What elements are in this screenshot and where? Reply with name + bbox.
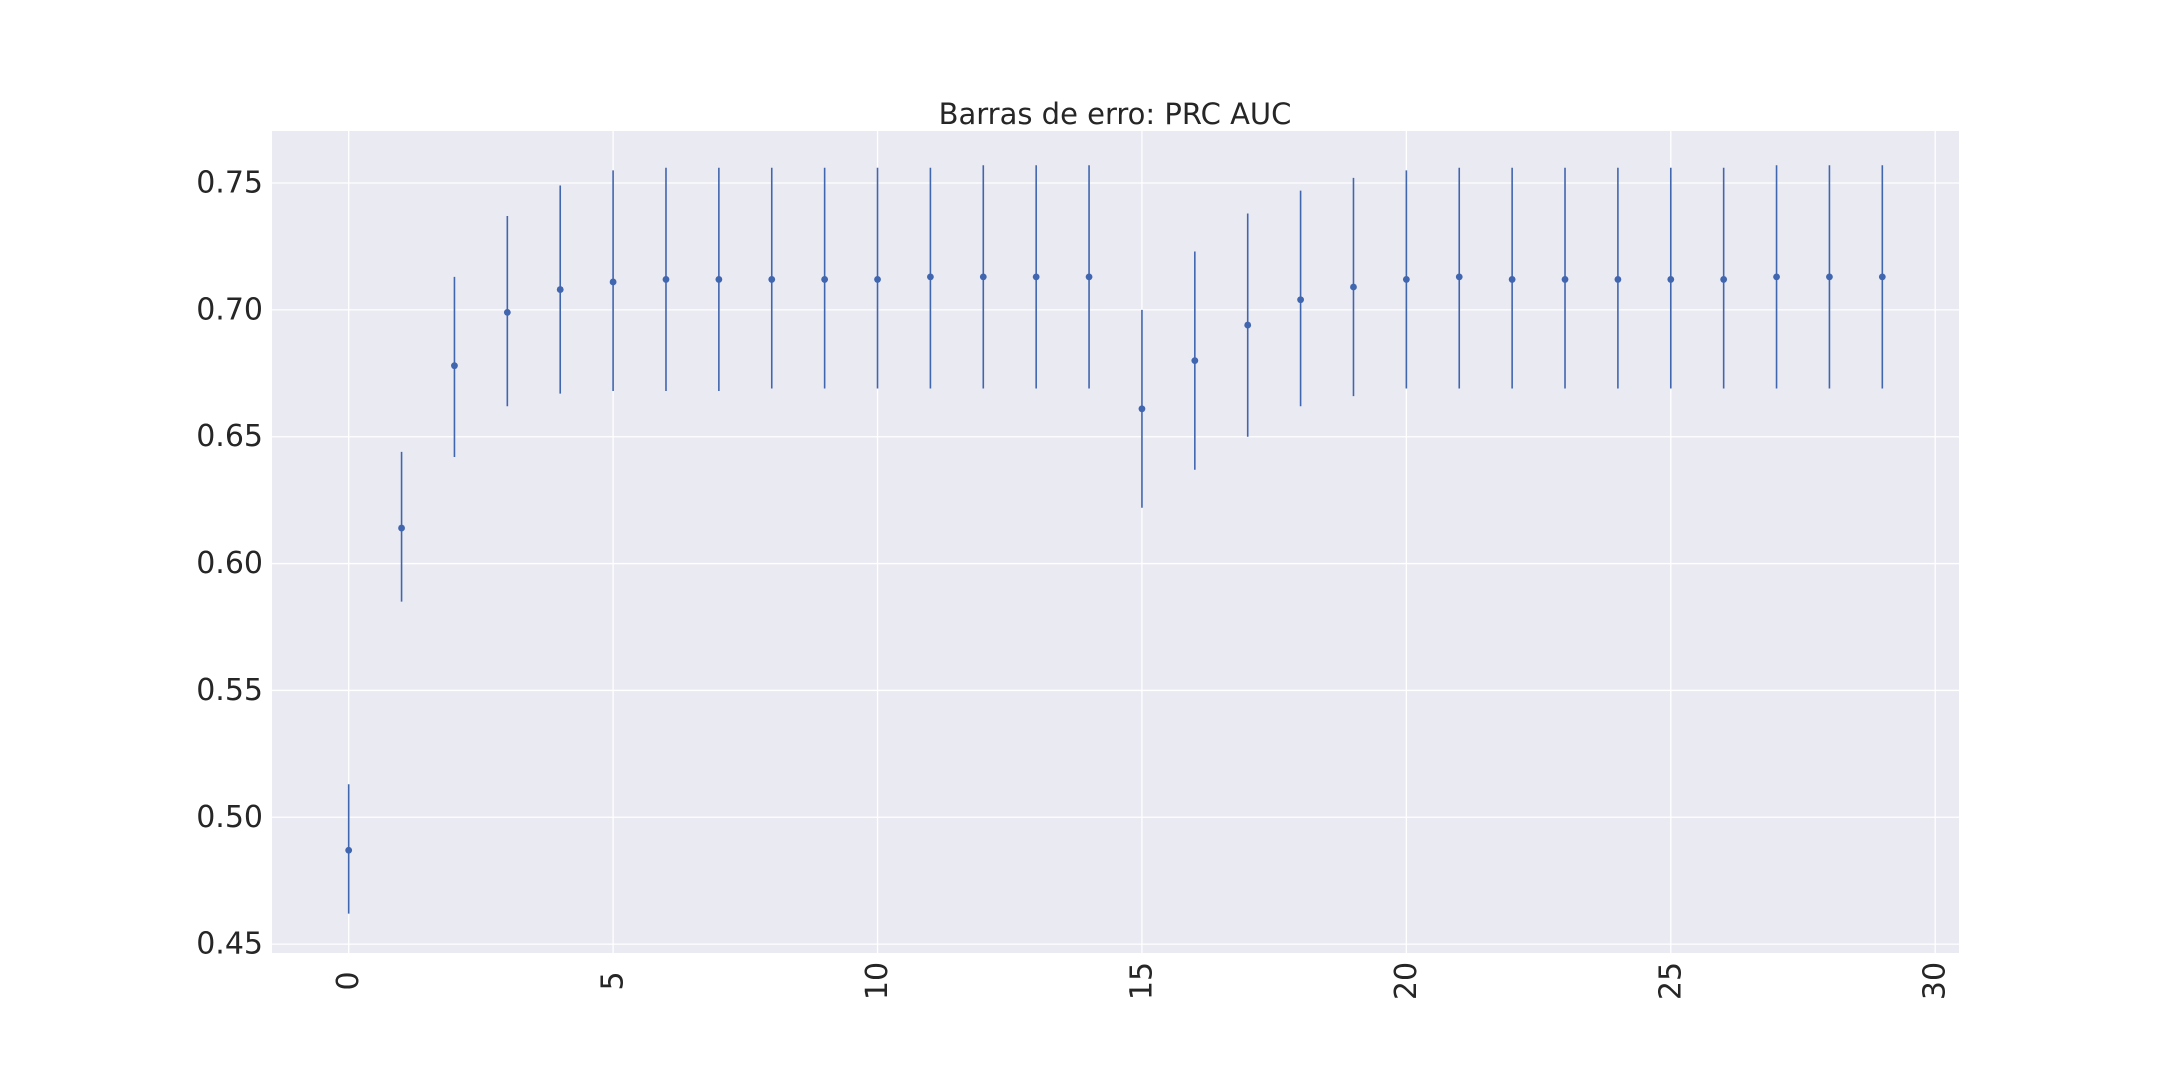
data-point xyxy=(1614,276,1622,283)
data-point xyxy=(821,276,829,283)
data-point xyxy=(1085,273,1093,281)
data-point xyxy=(1508,276,1516,283)
data-point xyxy=(1297,296,1304,304)
data-point xyxy=(662,276,670,283)
data-point xyxy=(1561,276,1569,283)
data-point xyxy=(1455,273,1463,281)
x-tick-label: 30 xyxy=(1918,962,1953,1000)
y-tick-label: 0.50 xyxy=(196,800,263,835)
x-tick-label: 15 xyxy=(1124,962,1159,1000)
data-point xyxy=(398,524,405,532)
y-axis-ticks: 0.45 0.50 0.55 0.60 0.65 0.70 0.75 xyxy=(196,166,263,962)
data-point xyxy=(1191,357,1199,365)
y-tick-label: 0.60 xyxy=(196,546,263,581)
y-tick-label: 0.65 xyxy=(196,419,263,454)
data-point xyxy=(451,362,458,370)
data-point xyxy=(715,276,723,283)
chart-title: Barras de erro: PRC AUC xyxy=(939,97,1292,131)
grid-horizontal xyxy=(272,182,1959,945)
x-tick-label: 20 xyxy=(1389,962,1424,1000)
x-tick-label: 0 xyxy=(331,971,366,990)
data-point xyxy=(979,273,987,281)
data-point xyxy=(1402,276,1410,283)
x-tick-label: 10 xyxy=(860,962,895,1000)
x-tick-label: 25 xyxy=(1653,962,1688,1000)
data-point xyxy=(768,276,776,283)
data-point xyxy=(609,278,617,286)
data-point xyxy=(345,846,353,854)
data-point xyxy=(1878,273,1886,281)
error-bar-series xyxy=(345,165,1886,914)
data-point xyxy=(1773,273,1780,281)
data-point xyxy=(556,286,564,293)
y-tick-label: 0.70 xyxy=(196,292,263,327)
data-point xyxy=(1667,276,1675,283)
y-tick-label: 0.55 xyxy=(196,673,263,708)
y-tick-label: 0.45 xyxy=(196,927,263,962)
data-point xyxy=(927,273,934,281)
data-point xyxy=(1138,405,1146,413)
data-point xyxy=(1826,273,1833,281)
data-point xyxy=(503,308,511,316)
data-point xyxy=(1244,321,1252,329)
y-tick-label: 0.75 xyxy=(196,166,263,201)
x-tick-label: 5 xyxy=(596,971,631,990)
data-point xyxy=(1720,276,1728,283)
data-point xyxy=(874,276,881,283)
x-axis-ticks: 0 5 10 15 20 25 30 xyxy=(331,962,1953,1000)
data-point xyxy=(1350,283,1357,291)
plot-background xyxy=(272,131,1959,953)
data-point xyxy=(1032,273,1040,281)
